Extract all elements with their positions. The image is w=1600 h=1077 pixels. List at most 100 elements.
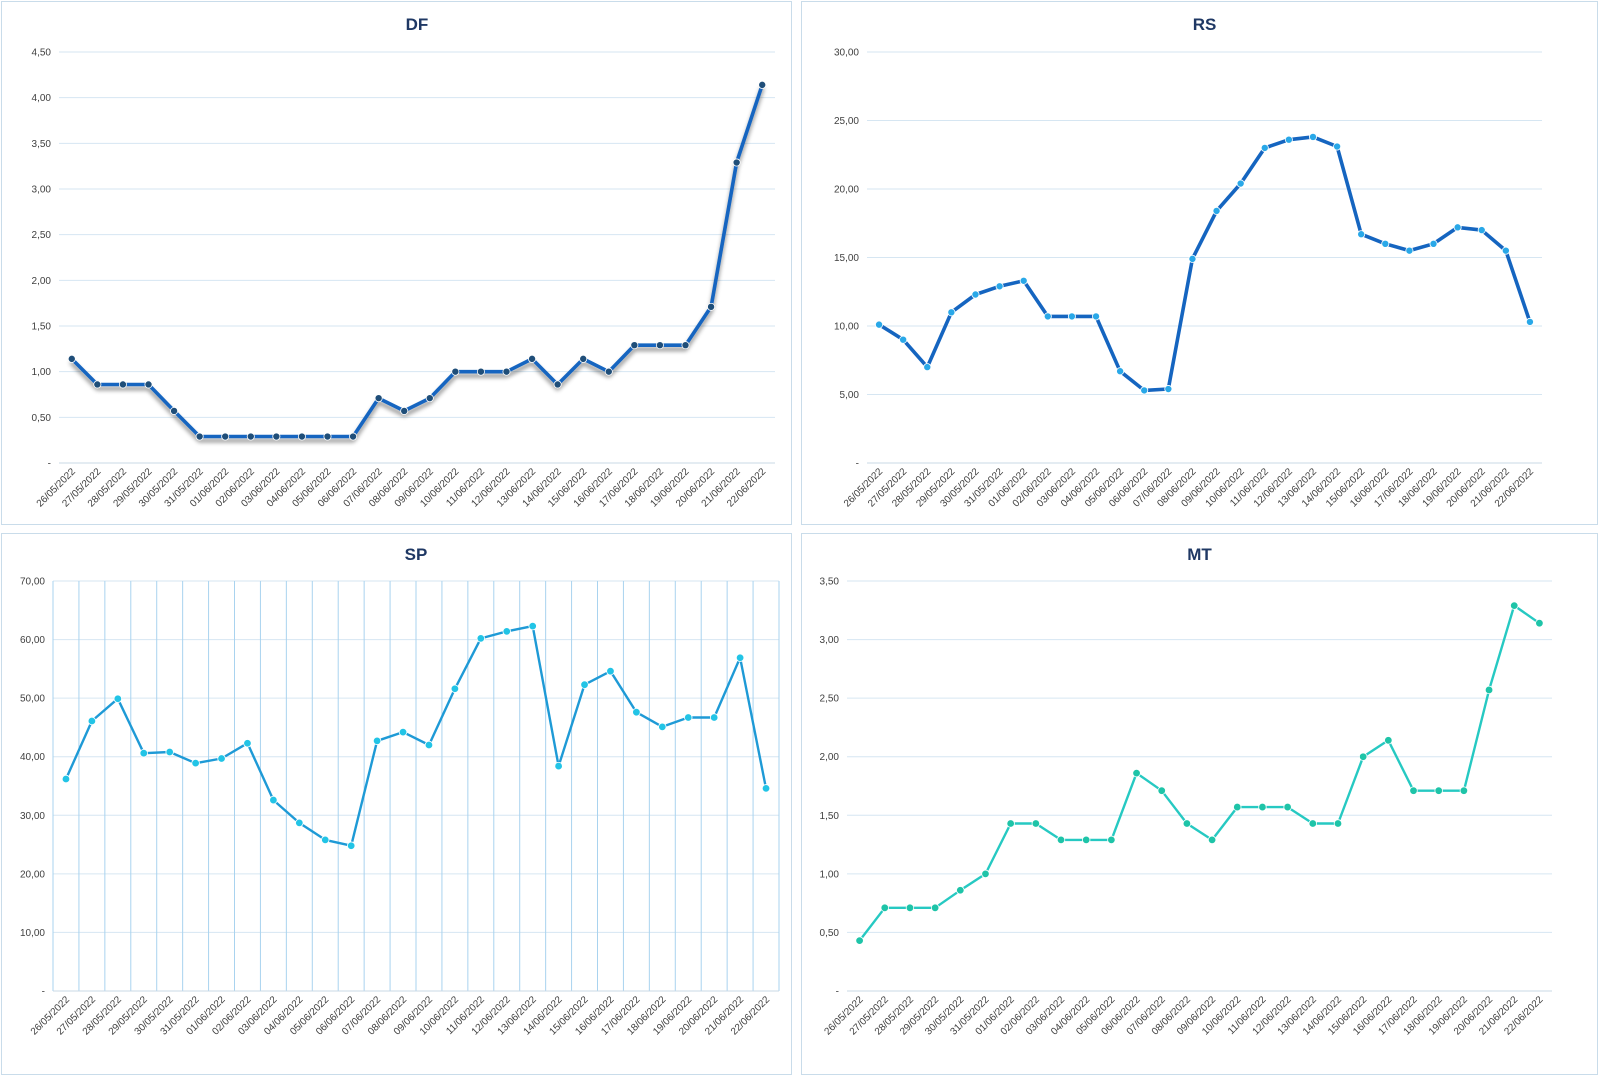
y-tick-label: - [836, 987, 839, 998]
data-point [855, 936, 864, 945]
chart-title: RS [1193, 15, 1217, 34]
data-point [684, 713, 693, 722]
data-point [321, 835, 330, 845]
data-point [579, 354, 588, 363]
data-point [1405, 246, 1414, 255]
data-point [1107, 835, 1116, 845]
data-point [424, 740, 434, 750]
y-tick-label: 1,00 [820, 869, 840, 880]
y-tick-label: 2,00 [820, 752, 840, 763]
data-point [1333, 142, 1342, 151]
y-tick-label: 3,50 [32, 139, 52, 150]
data-point [243, 739, 252, 748]
data-point [400, 406, 409, 415]
data-point [1043, 312, 1052, 321]
data-point [93, 380, 102, 389]
data-point [87, 716, 97, 726]
data-point [61, 774, 71, 784]
y-tick-label: 1,00 [32, 367, 52, 378]
data-point [476, 367, 485, 376]
data-point [113, 694, 123, 703]
data-point [709, 713, 719, 722]
y-tick-label: 70,00 [20, 577, 45, 588]
data-point [1207, 835, 1217, 845]
data-point [1308, 819, 1318, 828]
y-tick-label: 2,50 [820, 694, 840, 705]
data-point [1056, 835, 1066, 845]
y-tick-label: 40,00 [20, 752, 45, 763]
data-point [372, 736, 382, 746]
data-point [295, 818, 304, 828]
data-point [170, 406, 179, 415]
chart-df: DF-0,501,001,502,002,503,003,504,004,502… [32, 15, 775, 510]
y-tick-label: 30,00 [834, 48, 859, 59]
y-tick-label: 30,00 [20, 811, 45, 822]
data-point [632, 707, 641, 717]
chart-panel-df: DF -0,50 1,00 1,50 2,00 2,50 3,00 3,50 4,00 4,50 2… [1, 1, 792, 525]
data-point [681, 341, 690, 350]
data-point [1031, 819, 1041, 828]
data-point [1333, 819, 1343, 828]
y-tick-label: 15,00 [834, 253, 859, 264]
data-point [323, 432, 332, 441]
data-point [1081, 835, 1091, 845]
y-tick-label: 1,50 [820, 811, 840, 822]
data-point [349, 432, 358, 441]
data-point [971, 290, 980, 299]
data-point [658, 722, 667, 732]
data-point [1157, 786, 1166, 795]
data-point [1212, 206, 1221, 215]
y-tick-label: 2,00 [32, 276, 52, 287]
series-line [64, 624, 768, 847]
data-point [758, 80, 767, 89]
data-point [425, 394, 434, 403]
data-point [1510, 601, 1519, 610]
data-point [1308, 132, 1317, 141]
data-point [655, 341, 664, 350]
y-tick-label: - [48, 459, 51, 470]
y-tick-label: 4,50 [32, 48, 52, 59]
data-point [191, 758, 200, 768]
data-point [1258, 802, 1267, 812]
data-point [165, 747, 174, 757]
data-point [502, 367, 511, 376]
data-point [1453, 223, 1462, 232]
data-point [1019, 276, 1028, 285]
data-point [1477, 226, 1486, 235]
data-point [606, 666, 615, 676]
data-point [272, 432, 281, 441]
y-tick-label: 25,00 [834, 116, 859, 127]
data-point [67, 354, 76, 363]
data-point [221, 432, 230, 441]
data-point [1459, 786, 1469, 795]
data-point [144, 380, 153, 389]
data-point [1067, 312, 1076, 321]
data-point [630, 341, 639, 350]
data-point [502, 627, 511, 636]
data-point [956, 886, 965, 895]
data-point [195, 432, 204, 441]
data-point [1358, 752, 1368, 761]
data-point [1233, 802, 1242, 812]
y-tick-label: 10,00 [20, 928, 45, 939]
chart-mt: MT-0,501,001,502,002,503,003,5026/05/202… [820, 545, 1552, 1038]
data-point [604, 367, 613, 376]
data-point [1006, 819, 1015, 828]
chart-title: SP [405, 545, 428, 564]
data-point [1535, 618, 1544, 628]
data-point [1384, 736, 1393, 745]
y-tick-label: 20,00 [834, 185, 859, 196]
y-tick-label: 3,50 [820, 577, 840, 588]
data-point [735, 653, 745, 662]
data-point [246, 432, 255, 441]
y-tick-label: - [42, 987, 45, 998]
y-tick-label: 0,50 [32, 413, 52, 424]
data-point [707, 302, 716, 311]
data-point [139, 748, 148, 758]
y-tick-label: 3,00 [820, 635, 840, 646]
data-point [1409, 786, 1418, 795]
data-point [346, 841, 356, 850]
data-point [554, 761, 563, 771]
data-point [1132, 768, 1141, 778]
data-point [450, 684, 460, 693]
